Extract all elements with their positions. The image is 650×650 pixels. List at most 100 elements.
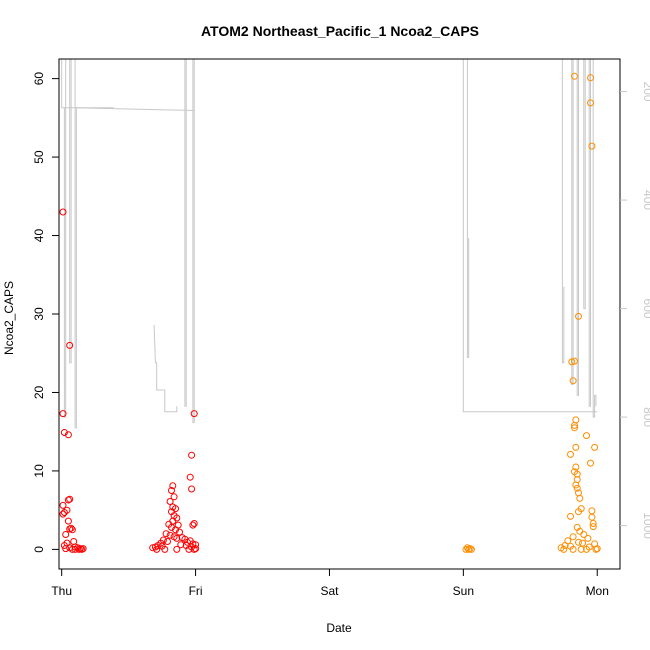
data-point xyxy=(76,545,84,553)
data-point xyxy=(169,517,177,525)
data-point xyxy=(580,531,588,538)
depth-line-segment xyxy=(184,59,187,407)
depth-line-segment xyxy=(153,324,178,413)
y-axis-label: Ncoa2_CAPS xyxy=(2,281,16,355)
data-point xyxy=(584,534,592,542)
data-point xyxy=(68,545,76,553)
data-point xyxy=(567,512,574,520)
data-point xyxy=(172,526,179,534)
data-point xyxy=(589,520,597,527)
data-point xyxy=(572,443,580,451)
depth-line-segment xyxy=(561,59,565,364)
data-point xyxy=(583,432,590,440)
depth-line-segment xyxy=(592,59,597,418)
data-point xyxy=(575,312,582,320)
y2-tick-label: 200 xyxy=(641,82,650,102)
depth-line-segment xyxy=(69,59,72,364)
depth-line-layer xyxy=(61,59,598,429)
data-point xyxy=(59,501,67,509)
data-points-layer xyxy=(59,72,601,553)
data-point xyxy=(569,533,577,541)
data-point xyxy=(67,524,75,532)
data-point xyxy=(572,463,580,471)
data-point xyxy=(575,508,582,516)
data-point xyxy=(168,487,175,494)
depth-line-segment xyxy=(462,59,470,413)
data-point xyxy=(59,410,67,418)
data-point xyxy=(576,494,584,502)
data-point xyxy=(577,545,585,553)
data-point xyxy=(189,521,197,529)
data-point xyxy=(467,545,475,553)
data-point xyxy=(173,534,181,542)
y2-tick-label: 1000 xyxy=(641,512,650,539)
data-point xyxy=(569,377,577,385)
data-point xyxy=(190,545,198,553)
data-point xyxy=(62,531,70,538)
data-point xyxy=(560,545,568,553)
data-point xyxy=(465,545,473,553)
x-axis-label: Date xyxy=(326,621,352,635)
data-point xyxy=(149,544,157,552)
data-point xyxy=(593,545,601,553)
data-point xyxy=(567,450,574,458)
depth-line-segment xyxy=(74,59,195,429)
data-point xyxy=(185,545,193,553)
x-tick-label: Thu xyxy=(51,584,72,598)
data-point xyxy=(571,72,578,80)
data-point xyxy=(573,484,581,492)
data-point xyxy=(583,545,590,553)
y-tick-label: 30 xyxy=(32,307,46,321)
depth-line-segment xyxy=(583,59,586,310)
data-point xyxy=(588,513,596,521)
data-point xyxy=(59,208,67,216)
depth-line-segment xyxy=(466,59,470,358)
data-point xyxy=(579,539,586,547)
data-point xyxy=(188,451,196,459)
depth-line-segment xyxy=(576,59,579,396)
x-tick-label: Sat xyxy=(320,584,339,598)
y-tick-label: 40 xyxy=(32,229,46,243)
data-point xyxy=(571,357,578,365)
data-point xyxy=(192,545,200,553)
data-point xyxy=(571,421,578,429)
y-tick-label: 20 xyxy=(32,385,46,399)
x-tick-label: Sun xyxy=(453,584,474,598)
x-tick-label: Mon xyxy=(586,584,609,598)
data-point xyxy=(575,538,582,546)
data-point xyxy=(571,424,578,432)
data-point xyxy=(173,545,181,553)
data-point xyxy=(176,528,183,536)
data-point xyxy=(170,493,178,501)
y-tick-label: 60 xyxy=(32,72,46,86)
data-point xyxy=(64,496,72,504)
y-tick-label: 0 xyxy=(32,546,46,553)
data-point xyxy=(587,459,594,467)
depth-line-segment xyxy=(192,59,195,423)
data-point xyxy=(588,142,596,150)
x-tick-label: Fri xyxy=(189,584,203,598)
depth-line-segment xyxy=(588,59,591,407)
y2-tick-label: 600 xyxy=(641,299,650,319)
data-point xyxy=(587,99,594,107)
data-point xyxy=(79,545,87,553)
y-tick-label: 50 xyxy=(32,150,46,164)
data-point xyxy=(190,520,198,527)
data-point xyxy=(153,545,161,553)
data-point xyxy=(166,531,174,539)
data-point xyxy=(188,485,196,493)
y2-tick-label: 400 xyxy=(641,190,650,210)
data-point xyxy=(190,410,198,418)
data-point xyxy=(589,523,597,531)
data-point xyxy=(462,545,470,553)
data-point xyxy=(60,429,68,436)
depth-line-segment xyxy=(61,59,114,418)
data-point xyxy=(164,538,171,545)
data-point xyxy=(62,545,70,553)
data-point xyxy=(169,482,177,490)
plot-frame xyxy=(58,58,621,570)
data-point xyxy=(591,443,599,451)
data-point xyxy=(68,526,76,534)
data-point xyxy=(192,541,200,549)
